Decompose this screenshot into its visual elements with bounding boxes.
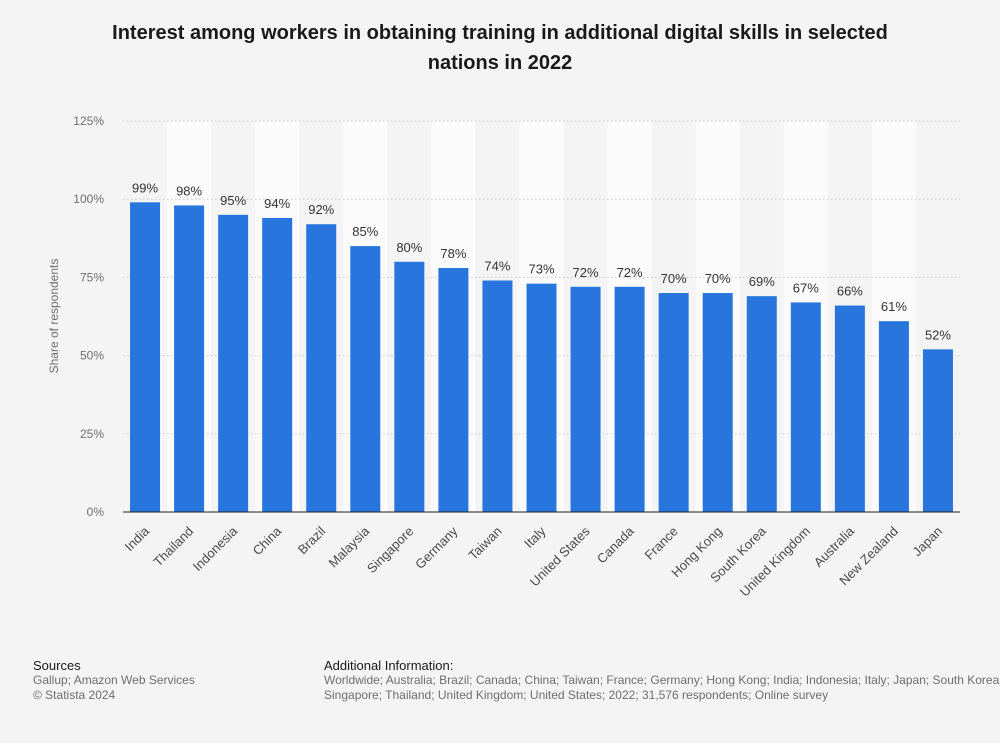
- y-axis-title: Share of respondents: [47, 259, 61, 374]
- y-tick-label: 50%: [80, 349, 104, 363]
- data-label: 98%: [176, 183, 202, 198]
- x-tick-label: Taiwan: [465, 524, 504, 563]
- data-label: 78%: [440, 246, 466, 261]
- bar[interactable]: [878, 321, 909, 512]
- bar[interactable]: [790, 302, 821, 512]
- data-label: 95%: [220, 193, 246, 208]
- data-label: 94%: [264, 196, 290, 211]
- x-tick-label: Singapore: [364, 524, 417, 577]
- data-label: 99%: [132, 180, 158, 195]
- bar[interactable]: [922, 349, 953, 512]
- data-label: 70%: [705, 271, 731, 286]
- data-label: 66%: [837, 284, 863, 299]
- bar[interactable]: [130, 202, 161, 512]
- additional-info-block: Additional Information: Worldwide; Austr…: [324, 658, 1000, 703]
- bar[interactable]: [306, 224, 337, 512]
- bar-chart: 0% 25% 50% 75% 100% 125% 99% 98% 95% 94% 92% 85% 80…: [47, 114, 960, 600]
- y-tick-label: 125%: [73, 114, 104, 128]
- x-tick-label: Italy: [521, 523, 549, 551]
- sources-text: Gallup; Amazon Web Services: [33, 673, 195, 687]
- data-label: 72%: [617, 265, 643, 280]
- data-labels: 99% 98% 95% 94% 92% 85% 80% 78% 74% 73% 72% 72% 70% 7…: [132, 180, 951, 342]
- x-tick-label: India: [122, 523, 153, 554]
- x-tick-label: Brazil: [295, 523, 329, 557]
- copyright-text: © Statista 2024: [33, 688, 116, 702]
- y-tick-label: 0%: [87, 505, 105, 519]
- bar[interactable]: [614, 286, 645, 512]
- bar[interactable]: [394, 261, 425, 512]
- x-tick-label: Canada: [594, 523, 637, 566]
- sources-heading: Sources: [33, 658, 81, 673]
- x-tick-label: Germany: [412, 523, 461, 572]
- data-label: 85%: [352, 224, 378, 239]
- bar[interactable]: [526, 283, 557, 512]
- additional-info-line-1: Worldwide; Australia; Brazil; Canada; Ch…: [324, 673, 1000, 687]
- data-label: 70%: [661, 271, 687, 286]
- x-tick-label: France: [642, 524, 681, 563]
- bar[interactable]: [350, 246, 381, 512]
- x-tick-label: China: [250, 523, 285, 558]
- bar[interactable]: [658, 293, 689, 512]
- bar[interactable]: [262, 217, 293, 512]
- bar[interactable]: [174, 205, 205, 512]
- x-tick-label: Japan: [909, 524, 945, 560]
- additional-info-line-2: Singapore; Thailand; United Kingdom; Uni…: [324, 688, 829, 702]
- y-tick-label: 75%: [80, 270, 104, 284]
- y-tick-label: 25%: [80, 427, 104, 441]
- chart-title: Interest among workers in obtaining trai…: [112, 22, 888, 74]
- y-axis-ticks: 0% 25% 50% 75% 100% 125%: [73, 114, 104, 519]
- bars: [130, 202, 953, 512]
- data-label: 72%: [573, 265, 599, 280]
- data-label: 73%: [528, 262, 554, 277]
- bar[interactable]: [746, 296, 777, 512]
- bar[interactable]: [570, 286, 601, 512]
- sources-block: Sources Gallup; Amazon Web Services © St…: [33, 658, 195, 703]
- bar[interactable]: [834, 305, 865, 512]
- additional-info-heading: Additional Information:: [324, 658, 454, 673]
- bar[interactable]: [702, 293, 733, 512]
- data-label: 69%: [749, 274, 775, 289]
- data-label: 61%: [881, 299, 907, 314]
- x-tick-label: Indonesia: [190, 523, 241, 574]
- data-label: 67%: [793, 280, 819, 295]
- data-label: 52%: [925, 327, 951, 342]
- y-tick-label: 100%: [73, 192, 104, 206]
- data-label: 74%: [484, 259, 510, 274]
- bar[interactable]: [218, 214, 249, 512]
- data-label: 80%: [396, 240, 422, 255]
- data-label: 92%: [308, 202, 334, 217]
- bar[interactable]: [482, 280, 513, 512]
- bar[interactable]: [438, 268, 469, 512]
